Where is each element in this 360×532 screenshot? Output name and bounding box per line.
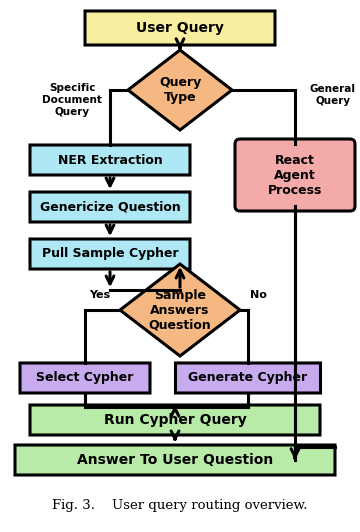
FancyBboxPatch shape [176,363,320,393]
FancyBboxPatch shape [30,192,190,222]
Text: Run Cypher Query: Run Cypher Query [104,413,246,427]
FancyBboxPatch shape [20,363,150,393]
Text: Generate Cypher: Generate Cypher [188,371,307,385]
Text: General
Query: General Query [310,84,356,106]
Text: No: No [249,290,266,300]
Text: User Query: User Query [136,21,224,35]
Text: Select Cypher: Select Cypher [36,371,134,385]
Text: Answer To User Question: Answer To User Question [77,453,273,467]
Text: Sample
Answers
Question: Sample Answers Question [149,288,211,331]
FancyBboxPatch shape [30,145,190,175]
FancyBboxPatch shape [15,445,335,475]
FancyBboxPatch shape [30,405,320,435]
FancyBboxPatch shape [30,239,190,269]
Polygon shape [120,264,240,356]
Polygon shape [128,50,232,130]
Text: React
Agent
Process: React Agent Process [268,154,322,196]
Text: Genericize Question: Genericize Question [40,201,180,213]
Text: Yes: Yes [89,290,111,300]
FancyBboxPatch shape [85,11,275,45]
Text: Pull Sample Cypher: Pull Sample Cypher [42,247,178,261]
FancyBboxPatch shape [235,139,355,211]
Text: Specific
Document
Query: Specific Document Query [42,84,102,117]
Text: NER Extraction: NER Extraction [58,154,162,167]
Text: Fig. 3.    User query routing overview.: Fig. 3. User query routing overview. [52,500,308,512]
Text: Query
Type: Query Type [159,76,201,104]
